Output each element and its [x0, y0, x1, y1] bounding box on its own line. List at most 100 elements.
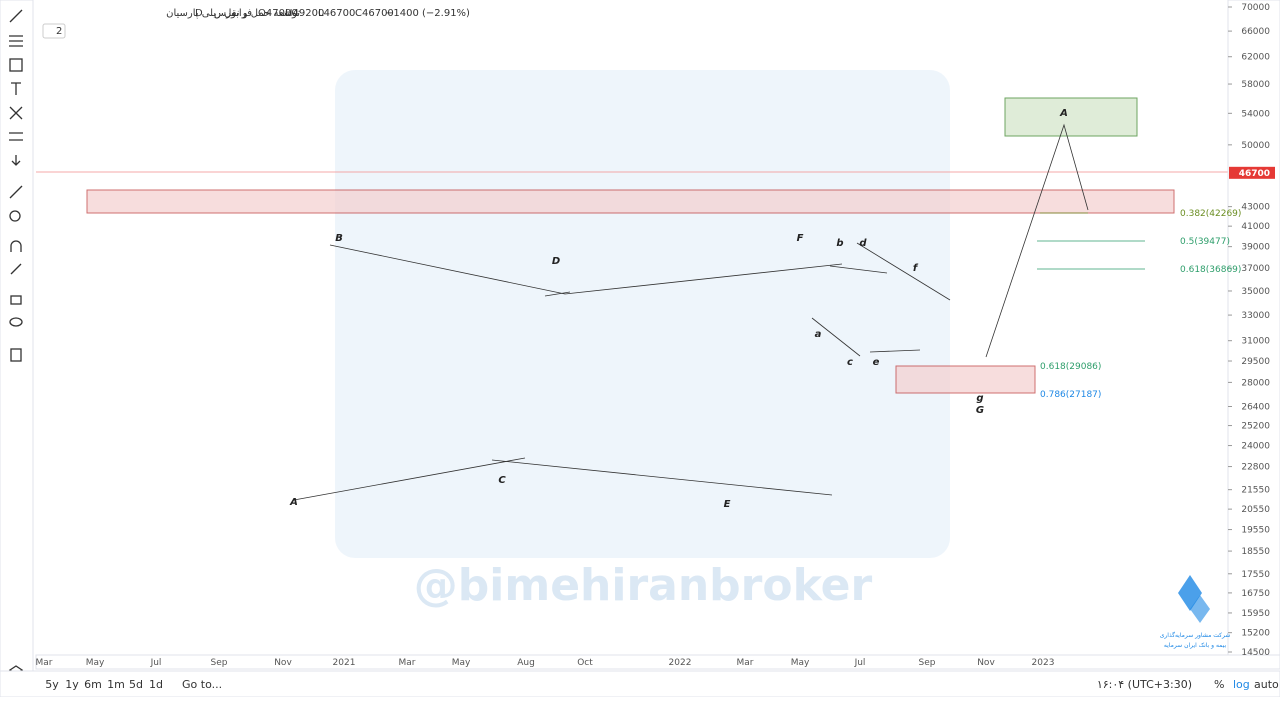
wave-drawings[interactable]: [293, 123, 1145, 501]
price-tick-label: 24000: [1241, 442, 1270, 452]
price-tick-label: 17550: [1241, 570, 1270, 580]
wave-label: c: [847, 357, 853, 368]
range-button[interactable]: 6m: [84, 678, 102, 691]
fib-label: 0.786(27187): [1040, 390, 1101, 400]
range-button[interactable]: 1m: [107, 678, 125, 691]
time-label: Sep: [919, 658, 936, 668]
time-label: 2023: [1032, 658, 1055, 668]
log-toggle[interactable]: log: [1233, 678, 1250, 691]
price-tick-label: 43000: [1241, 203, 1270, 213]
price-tick-label: 28000: [1241, 378, 1270, 388]
price-tick-label: 15200: [1241, 629, 1270, 639]
price-tick-label: 35000: [1241, 287, 1270, 297]
clock: ۱۶:۰۴ (UTC+3:30): [1097, 678, 1192, 691]
wave-label: e: [873, 357, 880, 368]
percent-toggle[interactable]: %: [1214, 678, 1224, 691]
range-button[interactable]: 5d: [129, 678, 143, 691]
interval: D: [195, 8, 203, 19]
last-price-label: 46700: [1239, 169, 1270, 179]
time-label: Jul: [150, 658, 162, 668]
price-tick-label: 25200: [1241, 422, 1270, 432]
fib-label: 0.618(29086): [1040, 362, 1101, 372]
fib-label: 0.618(36869): [1180, 265, 1241, 275]
time-label: Nov: [274, 658, 292, 668]
price-tick-label: 31000: [1241, 337, 1270, 347]
wave-label: A: [289, 497, 298, 508]
support-box[interactable]: [895, 365, 1036, 394]
wave-label: d: [859, 238, 867, 249]
time-label: Sep: [211, 658, 228, 668]
time-label: May: [86, 658, 105, 668]
price-tick-label: 58000: [1241, 80, 1270, 90]
price-tick-label: 16750: [1241, 589, 1270, 599]
toolbar-icons[interactable]: [8, 9, 24, 675]
price-tick-label: 20550: [1241, 505, 1270, 515]
ohlc-open: O47000: [258, 8, 298, 19]
resistance-box[interactable]: [86, 189, 1175, 214]
watermark: @bimehiranbroker: [414, 560, 873, 611]
price-tick-label: 66000: [1241, 27, 1270, 37]
auto-toggle[interactable]: auto: [1254, 678, 1279, 691]
time-label: Nov: [977, 658, 995, 668]
wave-label: a: [815, 329, 822, 340]
wave-label: A: [1059, 108, 1068, 119]
fib-label: 0.5(39477): [1180, 237, 1230, 247]
time-label: Aug: [517, 658, 535, 668]
time-label: 2021: [333, 658, 356, 668]
logo-text: بیمه و بانک ایران سرمایه: [1164, 642, 1227, 649]
price-axis[interactable]: [1227, 0, 1280, 656]
price-tick-label: 22800: [1241, 463, 1270, 473]
logo-mark: [1178, 575, 1210, 623]
price-tick-label: 18550: [1241, 547, 1270, 557]
indicators-toggle[interactable]: 2: [56, 26, 62, 37]
target-box[interactable]: [1004, 97, 1138, 137]
wave-label: b: [836, 238, 843, 249]
ohlc-close: C46700: [355, 8, 394, 19]
ohlc-high: H49200: [285, 8, 324, 19]
price-tick-label: 15950: [1241, 609, 1270, 619]
fib-label: 0.382(42269): [1180, 209, 1241, 219]
price-tick-label: 41000: [1241, 222, 1270, 232]
goto-button[interactable]: Go to...: [182, 678, 222, 691]
indicators-toggle-box[interactable]: [42, 23, 66, 39]
exchange: فرابورس: [214, 8, 252, 19]
time-axis[interactable]: [35, 654, 1280, 670]
price-tick-label: 70000: [1241, 3, 1270, 13]
ohlc-change: −1400 (−2.91%): [385, 8, 470, 19]
logo-text: شرکت مشاور سرمایه‌گذاری: [1160, 631, 1231, 639]
last-price-badge: [1229, 166, 1275, 179]
time-label: 2022: [669, 658, 692, 668]
price-tick-label: 29500: [1241, 357, 1270, 367]
bottom-bar: [0, 670, 1280, 698]
time-label: Mar: [36, 658, 53, 668]
time-label: Mar: [399, 658, 416, 668]
time-label: May: [791, 658, 810, 668]
watermark-logo: [335, 70, 950, 558]
price-tick-label: 62000: [1241, 53, 1270, 63]
range-button[interactable]: 1d: [149, 678, 163, 691]
price-tick-label: 26400: [1241, 403, 1270, 413]
price-tick-label: 14500: [1241, 648, 1270, 658]
time-label: May: [452, 658, 471, 668]
wave-label: E: [724, 499, 731, 510]
time-label: Mar: [737, 658, 754, 668]
wave-label: G: [976, 405, 984, 416]
wave-label: C: [498, 475, 506, 486]
price-tick-label: 54000: [1241, 109, 1270, 119]
time-label: Oct: [577, 658, 593, 668]
wave-label: g: [976, 393, 983, 404]
price-tick-label: 33000: [1241, 311, 1270, 321]
price-tick-label: 39000: [1241, 243, 1270, 253]
wave-label: B: [335, 233, 343, 244]
range-button[interactable]: 1y: [65, 678, 79, 691]
price-tick-label: 19550: [1241, 526, 1270, 536]
price-tick-label: 37000: [1241, 264, 1270, 274]
time-label: Jul: [854, 658, 866, 668]
wave-label: F: [797, 233, 804, 244]
price-tick-label: 50000: [1241, 141, 1270, 151]
range-button[interactable]: 5y: [45, 678, 59, 691]
price-tick-label: 21550: [1241, 486, 1270, 496]
symbol: توسعه حمل و نقل ریلی پارسیان: [166, 8, 300, 19]
wave-label: D: [552, 256, 560, 267]
